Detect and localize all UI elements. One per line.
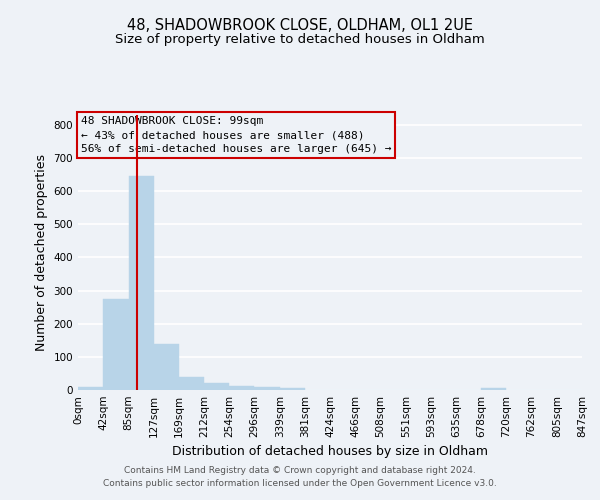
Bar xyxy=(280,388,305,390)
Y-axis label: Number of detached properties: Number of detached properties xyxy=(35,154,48,351)
Bar xyxy=(103,299,128,390)
Bar xyxy=(254,386,280,390)
Text: Contains HM Land Registry data © Crown copyright and database right 2024.
Contai: Contains HM Land Registry data © Crown c… xyxy=(103,466,497,487)
Text: Size of property relative to detached houses in Oldham: Size of property relative to detached ho… xyxy=(115,32,485,46)
Bar xyxy=(481,388,506,390)
Bar xyxy=(229,386,254,390)
Text: 48, SHADOWBROOK CLOSE, OLDHAM, OL1 2UE: 48, SHADOWBROOK CLOSE, OLDHAM, OL1 2UE xyxy=(127,18,473,32)
Bar xyxy=(179,378,204,390)
Bar xyxy=(204,384,229,390)
Bar xyxy=(154,344,179,390)
Bar xyxy=(78,388,103,390)
Bar xyxy=(128,176,154,390)
Text: 48 SHADOWBROOK CLOSE: 99sqm
← 43% of detached houses are smaller (488)
56% of se: 48 SHADOWBROOK CLOSE: 99sqm ← 43% of det… xyxy=(80,116,391,154)
X-axis label: Distribution of detached houses by size in Oldham: Distribution of detached houses by size … xyxy=(172,446,488,458)
